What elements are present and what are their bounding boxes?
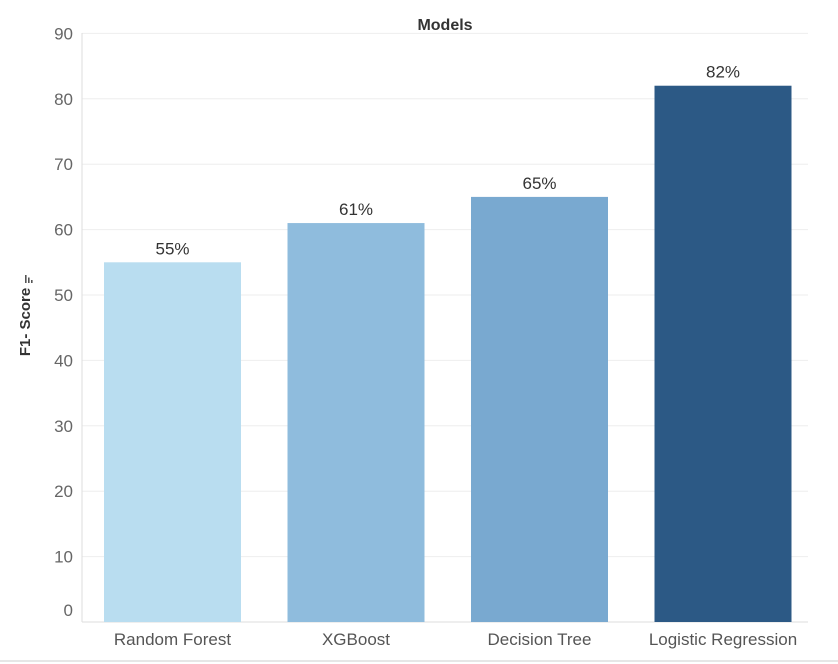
y-tick-label: 50 (54, 286, 73, 305)
data-label: 65% (522, 174, 556, 193)
sort-descending-icon[interactable] (25, 275, 33, 283)
data-label: 61% (339, 200, 373, 219)
data-label: 82% (706, 63, 740, 82)
y-axis-title-group: F1- Score (17, 288, 34, 356)
y-tick-label: 40 (54, 351, 73, 370)
x-axis-categories: Random Forest XGBoost Decision Tree Logisti… (114, 630, 797, 649)
y-tick-label: 10 (54, 548, 73, 567)
bar[interactable] (471, 196, 608, 622)
y-axis-ticks: 0 10 20 30 40 50 60 70 80 90 (54, 24, 73, 620)
bar[interactable] (287, 223, 425, 622)
y-tick-label: 70 (54, 155, 73, 174)
bar[interactable] (654, 85, 792, 623)
x-category-label: Logistic Regression (649, 630, 797, 649)
data-labels: 55% 61% 65% 82% (155, 63, 740, 259)
bars (104, 85, 792, 623)
y-tick-label: 20 (54, 482, 73, 501)
x-category-label: Random Forest (114, 630, 231, 649)
x-category-label: Decision Tree (488, 630, 592, 649)
data-label: 55% (155, 239, 189, 258)
y-tick-label: 30 (54, 417, 73, 436)
y-tick-label: 80 (54, 90, 73, 109)
x-category-label: XGBoost (322, 630, 390, 649)
chart-title: Models (417, 17, 472, 34)
y-tick-label: 60 (54, 221, 73, 240)
bar[interactable] (104, 262, 241, 622)
y-tick-label: 0 (64, 601, 73, 620)
y-axis-title: F1- Score (17, 288, 34, 356)
y-tick-label: 90 (54, 24, 73, 43)
